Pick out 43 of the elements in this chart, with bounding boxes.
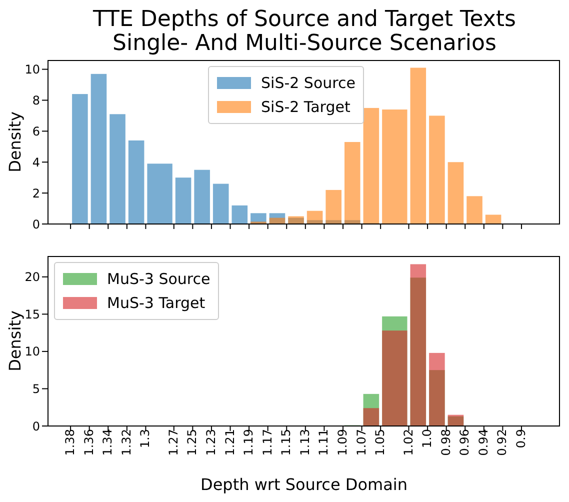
x-tick-label: 1.23 <box>204 429 218 456</box>
x-tick-label: 1.15 <box>279 429 294 456</box>
x-tick-label: 1.27 <box>166 429 180 456</box>
x-tick-label: 0.9 <box>514 429 528 448</box>
legend-label: SiS-2 Target <box>261 98 350 116</box>
y-tick-label: 20 <box>24 270 40 284</box>
y-tick-label: 5 <box>32 382 40 396</box>
x-tick-label: 1.09 <box>336 429 350 456</box>
y-tick-label: 6 <box>32 124 40 138</box>
x-tick-label: 0.94 <box>476 429 490 456</box>
y-tick-label: 2 <box>32 186 40 200</box>
y-tick-label: 0 <box>32 419 40 434</box>
x-tick-label: 1.3 <box>138 429 152 448</box>
y-axis-title: Density <box>6 112 25 172</box>
y-tick-label: 15 <box>24 307 40 322</box>
x-tick-label: 1.38 <box>63 429 78 456</box>
y-axis-title: Density <box>6 310 25 372</box>
x-axis-title: Depth wrt Source Domain <box>200 475 408 494</box>
x-tick-label: 0.96 <box>458 429 472 456</box>
x-tick-label: 1.19 <box>242 429 256 456</box>
y-tick-label: 10 <box>24 344 40 359</box>
y-tick-label: 4 <box>32 155 40 170</box>
x-tick-label: 0.92 <box>495 429 510 456</box>
legend-label: SiS-2 Source <box>261 74 356 92</box>
y-tick-label: 8 <box>32 93 40 108</box>
y-tick-label: 10 <box>24 62 40 77</box>
chart-title: TTE Depths of Source and Target Texts Single- And Multi-Source Scenarios <box>92 7 517 56</box>
x-tick-label: 1.11 <box>316 429 331 456</box>
x-tick-label: 1.21 <box>222 429 237 456</box>
x-tick-label: 0.98 <box>438 429 453 456</box>
x-tick-label: 1.07 <box>354 429 368 456</box>
x-tick-label: 1.25 <box>185 429 200 456</box>
x-tick-label: 1.36 <box>82 429 96 456</box>
x-tick-label: 1.02 <box>401 429 416 456</box>
x-tick-label: 1.17 <box>260 429 274 456</box>
x-tick-label: 1.34 <box>100 429 115 456</box>
legend-label: MuS-3 Target <box>107 294 206 312</box>
x-tick-label: 1.05 <box>373 429 388 456</box>
x-tick-label: 1.32 <box>119 429 134 456</box>
legend-label: MuS-3 Source <box>107 270 210 288</box>
x-tick-label: 1.0 <box>420 429 434 448</box>
x-tick-label: 1.13 <box>298 429 312 456</box>
y-tick-label: 0 <box>32 217 40 232</box>
